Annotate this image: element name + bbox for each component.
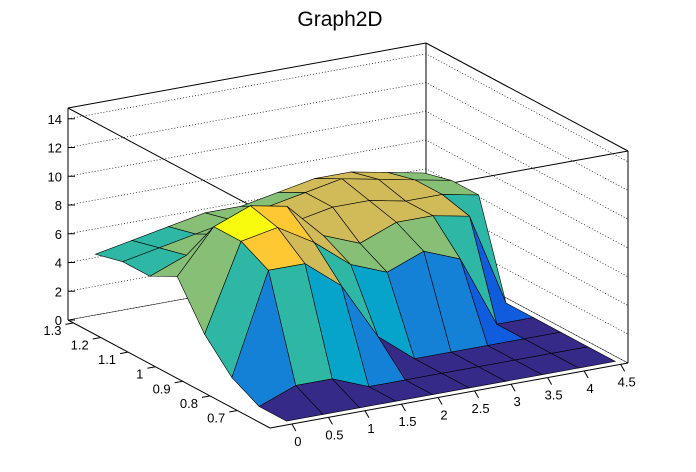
y-tick-label: 1: [136, 367, 143, 382]
x-tick: [328, 417, 333, 425]
surface-cell: [258, 385, 324, 422]
z-tick-label: 2: [55, 284, 62, 299]
x-tick: [474, 390, 480, 399]
x-tick-label: 4: [587, 381, 594, 396]
x-tick-label: 3.5: [545, 388, 563, 403]
y-tick-label: 0.7: [207, 410, 225, 425]
y-tick-label: 0.8: [180, 396, 198, 411]
y-tick-label: 0.9: [153, 381, 171, 396]
x-tick-label: 3: [513, 394, 520, 409]
x-tick: [583, 370, 589, 379]
y-tick: [92, 337, 101, 340]
x-tick: [510, 383, 516, 392]
x-tick: [620, 364, 626, 372]
z-tick-label: 14: [48, 112, 62, 127]
x-tick: [547, 377, 553, 385]
grid-line: [67, 53, 629, 163]
y-tick-label: 1.1: [98, 352, 116, 367]
y-tick-label: 1.2: [71, 338, 89, 353]
z-tick-label: 12: [48, 141, 62, 156]
x-tick-label: 0.5: [325, 427, 343, 442]
y-tick-label: 1.3: [43, 323, 61, 338]
box-edge: [425, 42, 629, 152]
y-tick: [119, 351, 129, 355]
x-tick-label: 0: [294, 434, 301, 449]
z-tick-label: 10: [48, 169, 62, 184]
x-tick-label: 1: [367, 421, 374, 436]
x-tick-label: 2.5: [472, 401, 490, 416]
x-tick: [437, 397, 443, 405]
x-tick-label: 4.5: [618, 374, 636, 389]
y-tick: [147, 366, 156, 369]
y-tick: [65, 322, 74, 325]
box-edge: [67, 42, 427, 109]
z-tick-label: 4: [55, 256, 62, 271]
chart-title: Graph2D: [297, 8, 382, 31]
box-edge: [67, 107, 271, 217]
z-tick-label: 6: [55, 227, 62, 242]
x-tick-label: 2: [440, 407, 447, 422]
y-tick: [201, 395, 211, 398]
y-axis: [67, 319, 271, 429]
x-tick: [401, 403, 406, 412]
z-tick-label: 8: [55, 198, 62, 213]
x-tick-label: 1.5: [398, 414, 416, 429]
y-tick: [174, 380, 183, 384]
z-tick-label: 0: [55, 313, 62, 328]
x-tick: [291, 423, 297, 432]
y-tick: [229, 409, 238, 413]
x-tick: [364, 410, 370, 419]
x-axis: [269, 362, 629, 429]
